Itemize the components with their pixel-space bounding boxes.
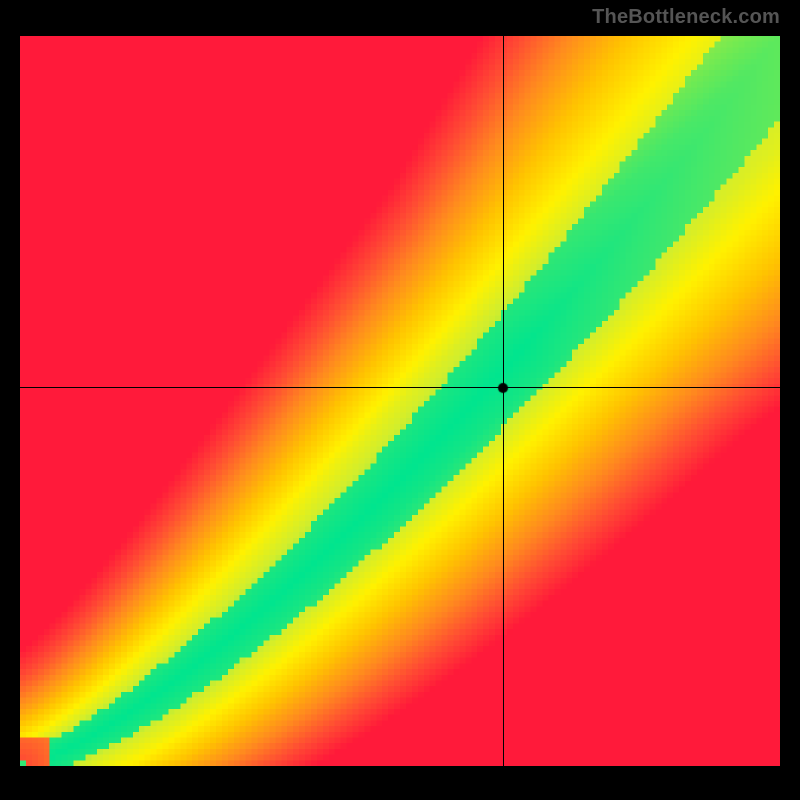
watermark-text: TheBottleneck.com bbox=[592, 6, 780, 29]
crosshair-marker bbox=[497, 382, 509, 394]
crosshair-horizontal-line bbox=[20, 387, 780, 388]
bottleneck-heatmap bbox=[20, 36, 780, 766]
crosshair-vertical-line bbox=[503, 36, 504, 766]
chart-container: TheBottleneck.com bbox=[0, 0, 800, 800]
